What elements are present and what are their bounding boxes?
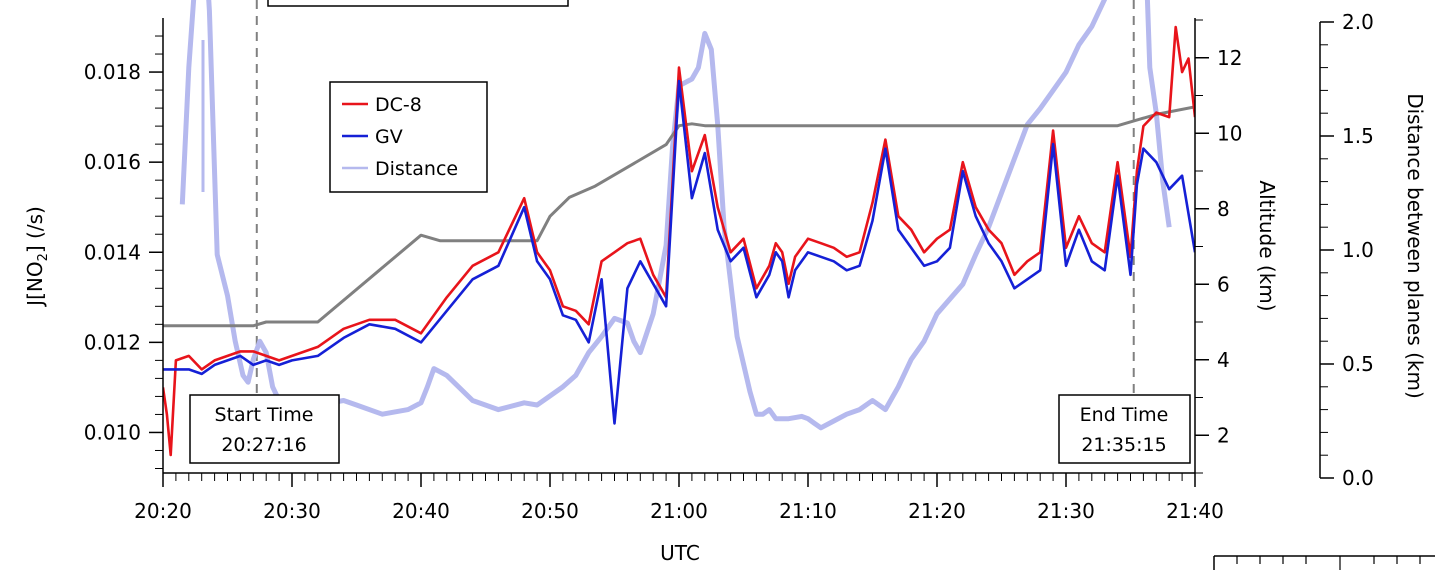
x-tick-label: 21:20 xyxy=(908,499,966,523)
start-time-value: 20:27:16 xyxy=(221,434,306,456)
start-time-annotation: Start Time 20:27:16 xyxy=(189,394,340,464)
x-tick-label: 21:00 xyxy=(650,499,708,523)
y-left-tick-label: 0.012 xyxy=(84,330,141,354)
gv-line xyxy=(163,79,1195,425)
end-time-label: End Time xyxy=(1080,404,1169,426)
altitude-series xyxy=(163,105,1195,328)
x-tick-label: 20:40 xyxy=(392,499,450,523)
y-altitude-tick-label: 12 xyxy=(1217,46,1242,70)
distance-series xyxy=(179,0,1172,431)
y-altitude-tick-label: 6 xyxy=(1217,272,1230,296)
legend-label-distance: Distance xyxy=(375,158,458,180)
legend-label-dc8: DC-8 xyxy=(375,94,422,116)
y-distance-tick-label: 2.0 xyxy=(1342,10,1374,34)
end-time-annotation: End Time 21:35:15 xyxy=(1058,394,1191,464)
extra-axis-fragment xyxy=(1213,555,1435,570)
y-altitude-tick-label: 10 xyxy=(1217,121,1242,145)
y-left-tick-label: 0.016 xyxy=(84,150,141,174)
y-left-axis-title: J[NO2] (/s) xyxy=(23,206,51,308)
y-distance-tick-label: 1.0 xyxy=(1342,238,1374,262)
legend: DC-8 GV Distance xyxy=(329,81,488,193)
x-tick-label: 21:10 xyxy=(779,499,837,523)
x-tick-label: 20:30 xyxy=(263,499,321,523)
y-distance-axis-title: Distance between planes (km) xyxy=(1403,93,1427,399)
y-distance-tick-label: 0.0 xyxy=(1342,466,1374,490)
x-tick-label: 21:40 xyxy=(1166,499,1224,523)
y-left-tick-label: 0.010 xyxy=(84,420,141,444)
y-left-tick-label: 0.018 xyxy=(84,60,141,84)
dc8-line xyxy=(163,25,1195,457)
axes: 20:20 20:30 20:40 20:50 21:00 21:10 21:20 21:30… xyxy=(84,10,1374,523)
legend-label-gv: GV xyxy=(375,126,403,148)
x-tick-label: 20:50 xyxy=(521,499,579,523)
altitude-line xyxy=(163,105,1195,328)
y-distance-tick-label: 1.5 xyxy=(1342,124,1374,148)
start-time-label: Start Time xyxy=(215,404,314,426)
top-annotation-box xyxy=(267,0,569,7)
x-tick-label: 20:20 xyxy=(134,499,192,523)
y-left-tick-label: 0.014 xyxy=(84,240,141,264)
dc8-series xyxy=(163,25,1195,457)
y-distance-tick-label: 0.5 xyxy=(1342,352,1374,376)
y-altitude-tick-label: 2 xyxy=(1217,423,1230,447)
x-axis-title: UTC xyxy=(660,541,700,565)
y-altitude-tick-label: 8 xyxy=(1217,197,1230,221)
x-tick-label: 21:30 xyxy=(1037,499,1095,523)
distance-line xyxy=(179,0,1172,431)
end-time-value: 21:35:15 xyxy=(1081,434,1166,456)
y-altitude-tick-label: 4 xyxy=(1217,348,1230,372)
y-altitude-axis-title: Altitude (km) xyxy=(1255,180,1279,311)
gv-series xyxy=(163,79,1195,425)
